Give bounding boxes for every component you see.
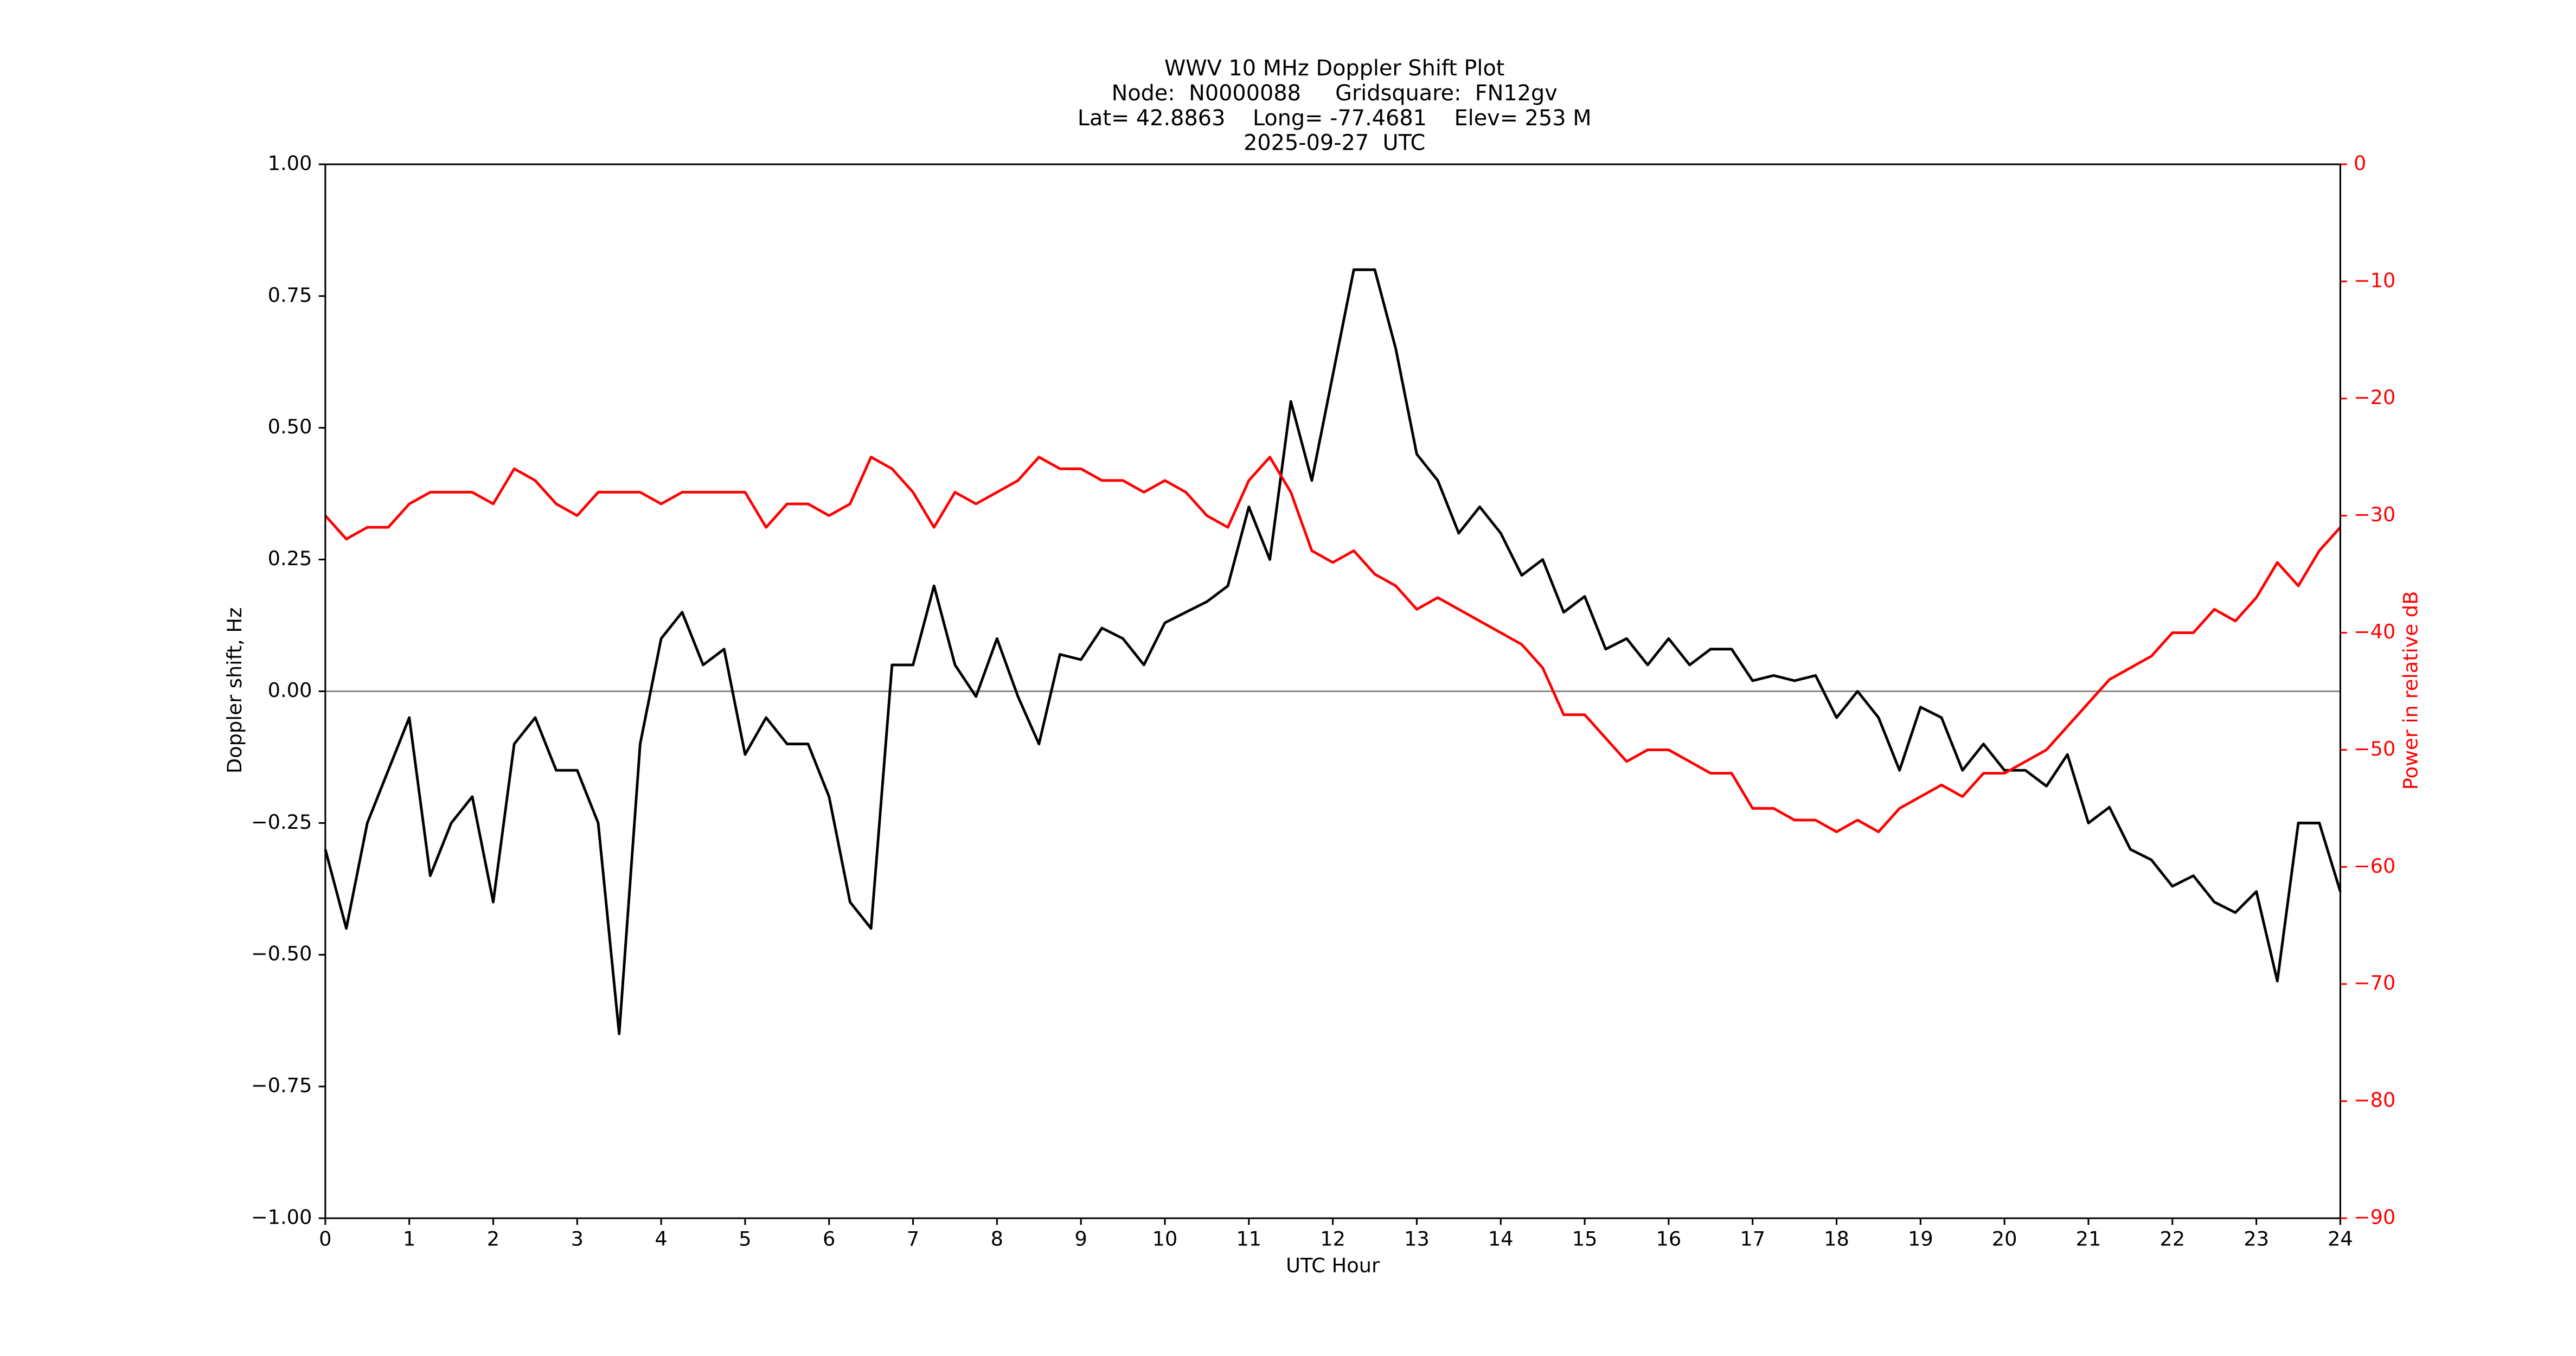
x-tick-label: 19	[1908, 1227, 1933, 1250]
y-tick-label: 0.00	[268, 679, 312, 702]
y2-tick-label: −10	[2354, 268, 2396, 292]
x-tick-label: 14	[1488, 1227, 1514, 1250]
x-tick-label: 4	[655, 1227, 667, 1250]
series-line	[324, 268, 2342, 1035]
y2-tick-label: −60	[2354, 854, 2396, 878]
title-line: 2025-09-27 UTC	[1244, 131, 1425, 156]
x-tick-label: 23	[2244, 1227, 2269, 1250]
x-tick-label: 1	[403, 1227, 415, 1250]
y2-tick-label: −70	[2354, 971, 2396, 995]
y-tick-label: 1.00	[268, 151, 312, 175]
y2-tick-label: −80	[2354, 1089, 2396, 1112]
x-tick-label: 18	[1824, 1227, 1849, 1250]
x-tick-label: 17	[1740, 1227, 1765, 1250]
x-tick-label: 6	[823, 1227, 835, 1250]
y-tick-label: −0.50	[251, 942, 312, 965]
y2-tick-label: −90	[2354, 1206, 2396, 1229]
x-tick-label: 0	[319, 1227, 331, 1250]
x-tick-label: 8	[991, 1227, 1003, 1250]
x-tick-label: 16	[1656, 1227, 1682, 1250]
series-line	[324, 456, 2342, 834]
x-tick-label: 9	[1075, 1227, 1087, 1250]
y-tick-label: −0.25	[251, 810, 312, 834]
y-tick-label: −1.00	[251, 1206, 312, 1229]
title-line: Node: N0000088 Gridsquare: FN12gv	[1112, 81, 1558, 106]
x-tick-label: 24	[2328, 1227, 2353, 1250]
x-tick-label: 21	[2076, 1227, 2101, 1250]
x-tick-label: 2	[487, 1227, 499, 1250]
x-tick-label: 12	[1320, 1227, 1345, 1250]
y-tick-label: −0.75	[251, 1074, 312, 1097]
y-tick-label: 0.50	[268, 415, 312, 438]
x-tick-label: 11	[1236, 1227, 1261, 1250]
y2-axis-label: Power in relative dB	[2399, 591, 2423, 790]
x-tick-label: 7	[907, 1227, 919, 1250]
x-tick-label: 15	[1572, 1227, 1598, 1250]
y-axis-label: Doppler shift, Hz	[223, 607, 246, 773]
x-tick-label: 3	[571, 1227, 584, 1250]
y-tick-label: 0.75	[268, 283, 312, 306]
plot-frame	[324, 163, 2341, 1219]
y2-tick-label: 0	[2354, 151, 2366, 175]
y2-tick-label: −40	[2354, 620, 2396, 643]
y2-tick-label: −20	[2354, 386, 2396, 409]
y2-tick-label: −50	[2354, 737, 2396, 760]
x-tick-label: 5	[739, 1227, 751, 1250]
title-line: Lat= 42.8863 Long= -77.4681 Elev= 253 M	[1078, 106, 1592, 131]
x-tick-label: 13	[1404, 1227, 1430, 1250]
y-tick-label: 0.25	[268, 547, 312, 570]
x-tick-label: 20	[1992, 1227, 2017, 1250]
y2-tick-label: −30	[2354, 503, 2396, 526]
x-tick-label: 10	[1152, 1227, 1178, 1250]
x-tick-label: 22	[2160, 1227, 2185, 1250]
x-axis-label: UTC Hour	[1286, 1253, 1380, 1277]
title-line: WWV 10 MHz Doppler Shift Plot	[1164, 56, 1504, 81]
